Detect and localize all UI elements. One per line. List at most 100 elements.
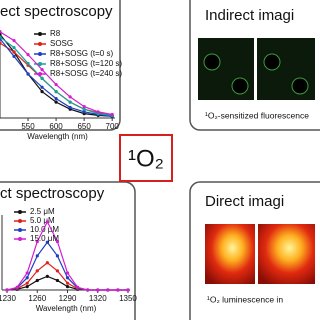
data-point [12, 54, 16, 59]
legend-label: R8+SOSG (t=240 s) [50, 69, 122, 78]
data-point [12, 46, 16, 50]
data-point [65, 281, 70, 285]
data-point [26, 53, 30, 57]
data-point [5, 288, 9, 292]
cell [203, 53, 221, 71]
data-point [0, 32, 2, 36]
data-point [26, 61, 30, 66]
data-point [45, 274, 49, 278]
data-point [106, 288, 110, 292]
data-point [65, 276, 70, 280]
x-tick-label: 1350 [119, 294, 137, 303]
legend-label: SOSG [50, 39, 73, 48]
x-tick-label: 1230 [0, 294, 16, 303]
data-point [26, 72, 30, 76]
panel-title: Indirect imagi [205, 7, 294, 24]
legend-label: R8+SOSG (t=0 s) [50, 49, 113, 58]
data-point [40, 68, 44, 72]
data-point [65, 271, 70, 275]
data-point [75, 285, 80, 289]
data-point [45, 220, 49, 224]
data-point [12, 50, 16, 54]
data-point [35, 254, 39, 258]
data-point [0, 41, 2, 45]
legend-marker [38, 52, 42, 56]
caption: ¹O₂-sensitized fluorescence [205, 110, 309, 120]
data-point [35, 239, 39, 244]
cell [231, 77, 249, 95]
data-point [25, 276, 29, 280]
legend-marker [18, 228, 22, 232]
data-point [82, 107, 86, 111]
panel-border [0, 0, 121, 131]
x-axis-label: Wavelength (nm) [36, 304, 97, 313]
data-point [35, 278, 39, 283]
x-tick-label: 1320 [89, 294, 107, 303]
legend-label: 10.0 μM [30, 225, 59, 234]
caption: ¹O₂ luminescence in [207, 294, 283, 304]
data-point [110, 112, 114, 117]
legend-marker [18, 219, 22, 223]
legend-label: 5.0 μM [30, 216, 55, 225]
data-point [126, 288, 130, 292]
legend-marker [38, 42, 42, 46]
data-point [12, 38, 16, 43]
data-point [15, 285, 19, 289]
data-point [55, 269, 60, 273]
data-point [55, 254, 60, 258]
x-axis-label: Wavelength (nm) [27, 132, 88, 141]
center-label: ¹O₂ [128, 145, 164, 172]
data-point [82, 104, 86, 109]
x-tick-label: 650 [77, 122, 91, 131]
data-point [96, 288, 100, 292]
data-point [45, 240, 49, 244]
data-point [40, 76, 44, 80]
data-point [0, 35, 2, 39]
legend-marker [18, 237, 22, 241]
x-tick-label: 1290 [59, 294, 77, 303]
data-point [54, 82, 58, 87]
data-point [68, 95, 72, 99]
panel-title: Direct imagi [205, 193, 284, 210]
heatmap [258, 224, 315, 284]
data-point [25, 281, 29, 285]
data-point [116, 288, 120, 292]
data-point [45, 261, 49, 265]
data-point [68, 100, 72, 104]
data-point [25, 284, 29, 289]
data-point [82, 110, 86, 114]
data-point [65, 284, 70, 289]
panel-border [189, 0, 320, 131]
cell [291, 77, 309, 95]
data-point [0, 30, 2, 34]
data-point [68, 105, 72, 110]
data-point [54, 100, 58, 104]
x-tick-label: 550 [21, 122, 35, 131]
legend-label: 2.5 μM [30, 207, 55, 216]
heatmap [205, 224, 255, 284]
data-point [40, 85, 44, 89]
legend-label: R8 [50, 29, 61, 38]
x-tick-label: 700 [106, 122, 120, 131]
legend-marker [18, 210, 22, 214]
data-point [35, 269, 39, 273]
data-point [55, 239, 60, 244]
data-point [96, 110, 100, 114]
panel-border [189, 181, 320, 320]
legend-marker [38, 62, 42, 66]
chart-title: ect spectroscopy [0, 3, 113, 20]
data-point [25, 271, 29, 275]
legend-marker [38, 32, 42, 36]
panel-border [0, 181, 136, 320]
x-tick-label: 600 [49, 122, 63, 131]
data-point [54, 97, 58, 101]
center-box [119, 134, 173, 182]
x-tick-label: 1260 [28, 294, 46, 303]
legend-marker [38, 72, 42, 76]
data-point [86, 288, 90, 292]
legend-label: 15.0 μM [30, 234, 59, 243]
data-point [54, 90, 58, 94]
cell [263, 53, 281, 71]
